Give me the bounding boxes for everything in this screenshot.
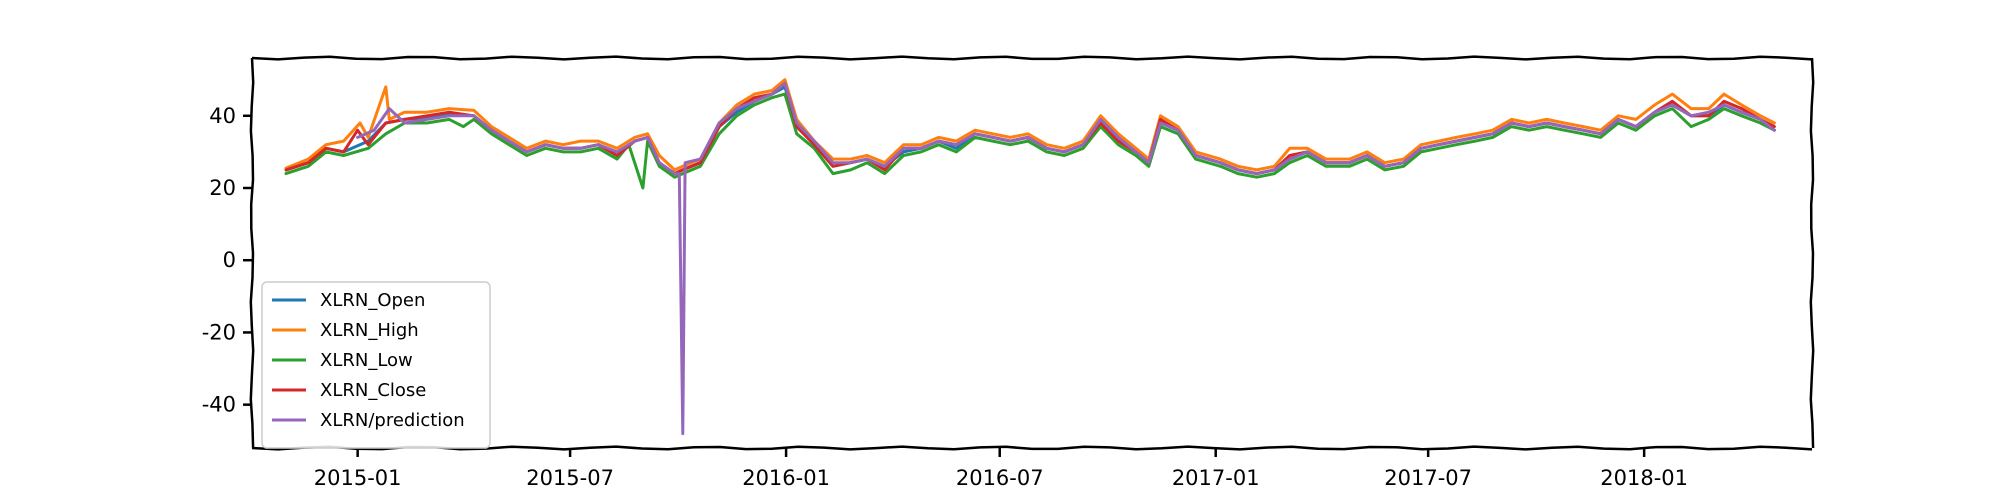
legend: XLRN_Open XLRN_High XLRN_Low XLRN_Close XLRN…	[261, 281, 491, 449]
y-axis: -40 -20 0 20 40	[202, 104, 252, 417]
legend-box	[261, 281, 491, 449]
legend-label-xlrn-close: XLRN_Close	[320, 380, 426, 401]
y-tick-label: 20	[209, 176, 236, 200]
legend-label-xlrn-open: XLRN_Open	[320, 290, 425, 311]
series-line-xlrn-high	[284, 78, 1776, 172]
x-tick-label: 2017-07	[1384, 466, 1472, 490]
x-tick-label: 2016-01	[742, 466, 830, 490]
series-line-xlrn-prediction	[356, 81, 1776, 436]
y-tick-label: -40	[202, 393, 236, 417]
spine-bottom	[251, 445, 1813, 451]
x-tick-label: 2018-01	[1600, 466, 1688, 490]
series-layer	[284, 78, 1776, 436]
series-line-xlrn-low	[284, 92, 1776, 190]
x-tick-label: 2015-01	[314, 466, 402, 490]
legend-label-xlrn-high: XLRN_High	[320, 320, 419, 341]
series-line-xlrn-open	[284, 85, 1776, 176]
legend-label-xlrn-low: XLRN_Low	[320, 350, 413, 371]
y-tick-label: 40	[209, 104, 236, 128]
x-tick-label: 2015-07	[526, 466, 614, 490]
spine-top	[251, 55, 1813, 61]
y-tick-label: 0	[223, 248, 236, 272]
spine-left	[249, 57, 255, 449]
axes-layer	[249, 55, 1815, 451]
legend-label-xlrn-prediction: XLRN/prediction	[320, 410, 465, 431]
x-axis: 2015-01 2015-07 2016-01 2016-07 2017-01 2017-…	[314, 448, 1688, 490]
x-tick-label: 2017-01	[1172, 466, 1260, 490]
x-tick-label: 2016-07	[956, 466, 1044, 490]
spine-right	[1809, 57, 1815, 449]
y-tick-label: -20	[202, 320, 236, 344]
